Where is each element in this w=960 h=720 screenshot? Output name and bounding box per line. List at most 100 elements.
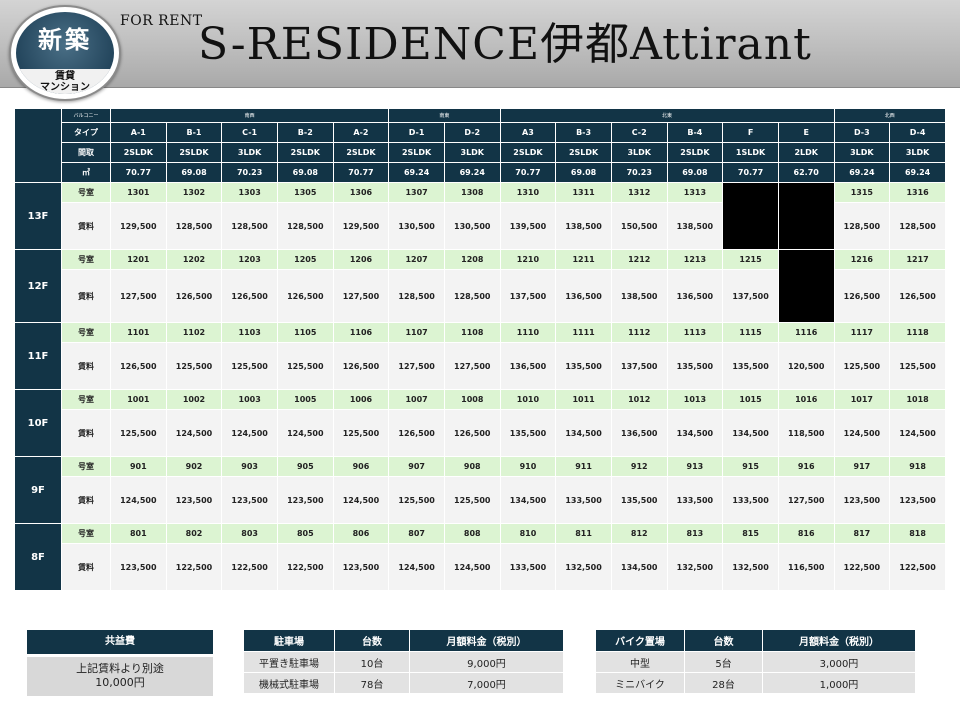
floor-room-row: 10F 号室 1001 1002 1003 1005 1006 1007 1008 1010 101… (15, 390, 945, 456)
floor-rent-row: 賃料 124,500 123,500 123,500 123,500 124,500 125… (15, 477, 945, 523)
rent-value: 125,500 (389, 477, 444, 523)
unavailable-unit (723, 183, 778, 249)
room-number: 1306 (333, 183, 389, 202)
room-number: 1002 (166, 390, 222, 409)
rent-value: 125,500 (166, 343, 222, 389)
rent-value: 126,500 (333, 343, 389, 389)
room-number: 1110 (500, 323, 556, 342)
floor-rent-row: 賃料 127,500 126,500 126,500 126,500 127,500 128… (15, 270, 945, 322)
rent-value: 123,500 (166, 477, 222, 523)
room-number: 1312 (611, 183, 667, 202)
room-number: 901 (111, 457, 166, 476)
room-number: 1205 (277, 250, 333, 269)
common-fee-body: 上記賃料より別途 10,000円 (27, 657, 213, 696)
unit-area: 69.08 (556, 163, 611, 182)
room-number: 1212 (611, 250, 667, 269)
rent-value: 129,500 (333, 203, 389, 249)
rent-value: 136,500 (611, 410, 667, 456)
room-number: 1015 (723, 390, 778, 409)
rent-value: 126,500 (222, 270, 277, 322)
parking-header-fee: 月額料金（税別） (410, 630, 563, 651)
rent-value: 122,500 (166, 544, 222, 590)
floor-room-row: 11F 号室 1101 1102 1103 1105 1106 1107 1108 1110 111… (15, 323, 945, 389)
parking-header-count: 台数 (335, 630, 409, 651)
room-number: 907 (389, 457, 444, 476)
rent-value: 134,500 (667, 410, 723, 456)
room-number: 812 (611, 524, 667, 543)
rent-value: 135,500 (500, 410, 556, 456)
room-number: 1112 (611, 323, 667, 342)
room-number: 1003 (222, 390, 277, 409)
room-number: 1303 (222, 183, 277, 202)
rent-value: 125,500 (277, 343, 333, 389)
room-number: 815 (723, 524, 778, 543)
room-number: 911 (556, 457, 611, 476)
room-number: 1115 (723, 323, 778, 342)
parking-row: 平置き駐車場 10台 9,000円 (244, 652, 563, 672)
rent-value: 127,500 (111, 270, 166, 322)
room-number: 906 (333, 457, 389, 476)
unit-area: 69.08 (166, 163, 222, 182)
unit-area: 70.77 (723, 163, 778, 182)
room-number: 910 (500, 457, 556, 476)
rent-label: 賃料 (62, 544, 110, 590)
rent-value: 118,500 (778, 410, 834, 456)
rent-value: 130,500 (389, 203, 444, 249)
bike-fee: 3,000円 (763, 652, 915, 672)
bike-type: 中型 (596, 652, 684, 672)
unit-type: A-2 (333, 123, 389, 142)
room-number: 905 (277, 457, 333, 476)
rent-value: 122,500 (277, 544, 333, 590)
unit-area: 70.77 (500, 163, 556, 182)
rent-value: 128,500 (277, 203, 333, 249)
rent-value: 134,500 (556, 410, 611, 456)
rent-value: 125,500 (111, 410, 166, 456)
rent-value: 132,500 (556, 544, 611, 590)
room-number: 916 (778, 457, 834, 476)
direction-group: 北西 (834, 109, 945, 122)
floor-rent-row: 賃料 129,500 128,500 128,500 128,500 129,500 130… (15, 203, 945, 249)
room-number: 801 (111, 524, 166, 543)
rent-value: 136,500 (500, 343, 556, 389)
unit-area: 70.23 (611, 163, 667, 182)
room-number: 1203 (222, 250, 277, 269)
room-number: 1116 (778, 323, 834, 342)
room-label: 号室 (62, 250, 110, 269)
unit-type: E (778, 123, 834, 142)
rent-value: 122,500 (834, 544, 890, 590)
room-label: 号室 (62, 183, 110, 202)
rent-value: 133,500 (500, 544, 556, 590)
rent-value: 128,500 (444, 270, 500, 322)
room-number: 1013 (667, 390, 723, 409)
rent-table: バルコニー 南西 南東 北東 北西 タイプ A-1 B-1 C-1 B-2 A-2 D-1 D-2 A3 B… (14, 108, 946, 591)
parking-count: 78台 (335, 673, 409, 693)
room-number: 1108 (444, 323, 500, 342)
rent-value: 133,500 (556, 477, 611, 523)
unit-type: B-1 (166, 123, 222, 142)
parking-fee: 7,000円 (410, 673, 563, 693)
unit-type: D-2 (444, 123, 500, 142)
room-number: 1105 (277, 323, 333, 342)
rent-value: 123,500 (333, 544, 389, 590)
room-number: 1018 (890, 390, 945, 409)
unit-area: 69.24 (834, 163, 890, 182)
room-number: 1005 (277, 390, 333, 409)
for-rent-label: FOR RENT (120, 13, 203, 29)
room-number: 1208 (444, 250, 500, 269)
room-number: 1007 (389, 390, 444, 409)
unit-layout: 3LDK (834, 143, 890, 162)
floor-rent-row: 賃料 126,500 125,500 125,500 125,500 126,500 127… (15, 343, 945, 389)
parking-type: 平置き駐車場 (244, 652, 334, 672)
unit-area: 70.77 (333, 163, 389, 182)
unit-type: B-2 (277, 123, 333, 142)
rent-value: 137,500 (723, 270, 778, 322)
room-number: 810 (500, 524, 556, 543)
rent-value: 120,500 (778, 343, 834, 389)
rent-label: 賃料 (62, 410, 110, 456)
room-number: 817 (834, 524, 890, 543)
rent-value: 137,500 (500, 270, 556, 322)
rent-value: 126,500 (834, 270, 890, 322)
rent-value: 126,500 (277, 270, 333, 322)
rent-value: 124,500 (277, 410, 333, 456)
room-number: 1001 (111, 390, 166, 409)
